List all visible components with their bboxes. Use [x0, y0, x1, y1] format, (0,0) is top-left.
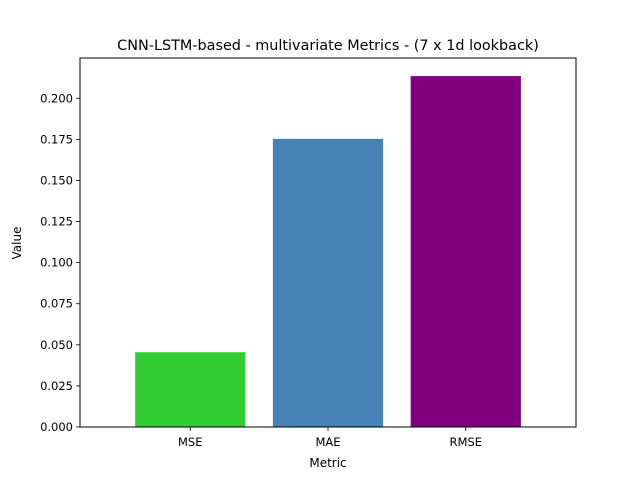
- y-tick-label: 0.150: [40, 173, 73, 187]
- y-tick-label: 0.100: [40, 256, 73, 270]
- x-tick-label: MSE: [178, 435, 203, 449]
- bar-mse: [135, 352, 246, 427]
- plot-area: 0.000 0.025 0.050 0.075 0.100 0.125 0.150 0.175…: [40, 57, 577, 449]
- bar-rmse: [410, 76, 521, 428]
- y-tick-label: 0.050: [40, 338, 73, 352]
- x-tick-label: MAE: [315, 435, 340, 449]
- y-tick-label: 0.000: [40, 420, 73, 434]
- y-tick-label: 0.075: [40, 297, 73, 311]
- y-tick-label: 0.200: [40, 91, 73, 105]
- y-tick-label: 0.125: [40, 215, 73, 229]
- bar-mae: [272, 138, 384, 427]
- y-axis-label: Value: [10, 227, 24, 260]
- y-tick-label: 0.025: [40, 379, 73, 393]
- y-tick-label: 0.175: [40, 132, 73, 146]
- x-axis-label: Metric: [309, 456, 346, 470]
- x-tick-label: RMSE: [450, 435, 482, 449]
- chart-title: CNN-LSTM-based - multivariate Metrics - …: [117, 38, 539, 54]
